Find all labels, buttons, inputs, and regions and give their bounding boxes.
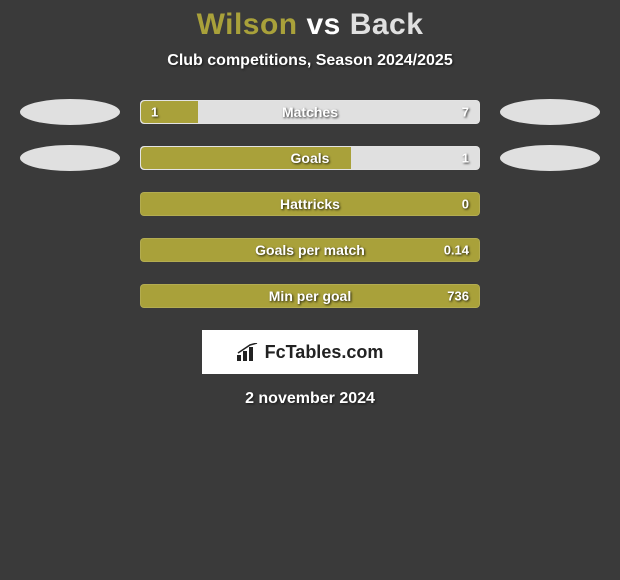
compare-row: Hattricks 0 bbox=[0, 192, 620, 216]
logo: FcTables.com bbox=[237, 342, 384, 363]
subtitle: Club competitions, Season 2024/2025 bbox=[0, 52, 620, 70]
compare-row: Min per goal 736 bbox=[0, 284, 620, 308]
bar-value-right: 7 bbox=[462, 105, 469, 120]
bar-track: Goals 1 bbox=[140, 146, 480, 170]
date-text: 2 november 2024 bbox=[0, 390, 620, 408]
player1-ellipse bbox=[20, 99, 120, 125]
logo-box[interactable]: FcTables.com bbox=[202, 330, 418, 374]
bar-track: Goals per match 0.14 bbox=[140, 238, 480, 262]
page-title: Wilson vs Back bbox=[0, 8, 620, 42]
comparison-container: Wilson vs Back Club competitions, Season… bbox=[0, 0, 620, 408]
player2-ellipse bbox=[500, 99, 600, 125]
bar-track: Hattricks 0 bbox=[140, 192, 480, 216]
bar-label: Min per goal bbox=[269, 288, 351, 304]
bar-track: Min per goal 736 bbox=[140, 284, 480, 308]
bar-fill-player1 bbox=[141, 101, 198, 123]
bar-label: Hattricks bbox=[280, 196, 340, 212]
bar-value-right: 0.14 bbox=[444, 243, 469, 258]
comparison-rows: 1 Matches 7 Goals 1 Hattricks 0 Goals per match… bbox=[0, 100, 620, 308]
player1-ellipse bbox=[20, 145, 120, 171]
bar-value-right: 736 bbox=[447, 289, 469, 304]
title-player2: Back bbox=[350, 8, 424, 41]
title-player1: Wilson bbox=[197, 8, 298, 41]
compare-row: 1 Matches 7 bbox=[0, 100, 620, 124]
player2-ellipse bbox=[500, 145, 600, 171]
bar-label: Goals bbox=[291, 150, 330, 166]
bar-label: Goals per match bbox=[255, 242, 365, 258]
title-vs: vs bbox=[306, 8, 340, 41]
logo-text: FcTables.com bbox=[265, 342, 384, 363]
bar-label: Matches bbox=[282, 104, 338, 120]
compare-row: Goals 1 bbox=[0, 146, 620, 170]
compare-row: Goals per match 0.14 bbox=[0, 238, 620, 262]
bar-chart-icon bbox=[237, 343, 259, 361]
bar-value-right: 1 bbox=[462, 151, 469, 166]
bar-track: 1 Matches 7 bbox=[140, 100, 480, 124]
bar-value-left: 1 bbox=[151, 105, 158, 120]
bar-value-right: 0 bbox=[462, 197, 469, 212]
